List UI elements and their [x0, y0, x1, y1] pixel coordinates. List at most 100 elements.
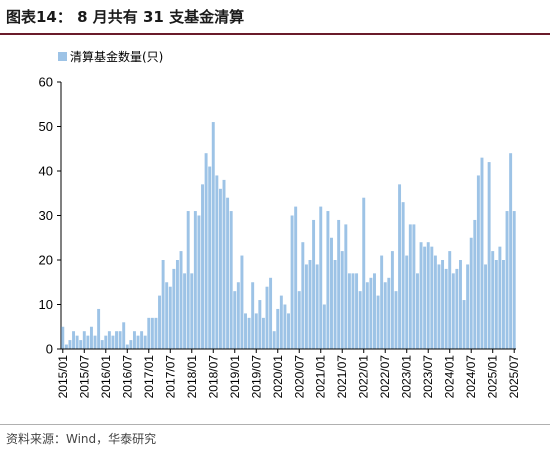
bar [204, 153, 208, 349]
bar [330, 237, 333, 349]
bar [226, 197, 230, 349]
bar [376, 295, 380, 349]
bar [75, 335, 79, 349]
x-tick-label: 2015/01 [56, 355, 70, 399]
bar [401, 202, 405, 349]
bar [451, 273, 455, 349]
bar [333, 260, 337, 349]
bar [455, 268, 459, 349]
bar [480, 157, 484, 349]
x-tick-label: 2024/01 [443, 355, 457, 399]
bar [344, 224, 348, 349]
x-tick-label: 2018/07 [206, 355, 220, 399]
bar [473, 219, 477, 349]
bar [365, 282, 369, 349]
bar [340, 251, 344, 349]
bar [175, 260, 179, 349]
bar [297, 291, 301, 349]
bar [165, 282, 169, 349]
legend-swatch [58, 52, 67, 61]
bar [358, 291, 362, 349]
bar [412, 224, 416, 349]
bar [201, 184, 204, 349]
x-tick-label: 2019/07 [249, 355, 263, 399]
bar [373, 273, 376, 349]
y-tick-label: 20 [39, 253, 53, 268]
bar [251, 282, 255, 349]
source-note: 资料来源：Wind，华泰研究 [6, 432, 157, 446]
bar [89, 326, 93, 349]
bar [308, 260, 312, 349]
bar [269, 277, 273, 349]
x-tick-label: 2017/07 [163, 355, 177, 399]
x-tick-label: 2020/01 [271, 355, 285, 399]
title-rule [0, 33, 550, 35]
bar [244, 313, 247, 349]
bar [86, 335, 90, 349]
bar [322, 304, 326, 349]
bar [168, 286, 172, 349]
bar [211, 122, 215, 349]
bar [347, 273, 351, 349]
y-tick-label: 50 [39, 119, 53, 134]
bar [72, 331, 76, 349]
bar [326, 211, 330, 349]
bar [172, 268, 176, 349]
bar [279, 295, 283, 349]
bar [100, 340, 104, 349]
bar [362, 197, 366, 349]
y-tick-label: 60 [39, 75, 53, 90]
bar [416, 273, 419, 349]
bar [254, 313, 258, 349]
title-bar: 图表14： 8 月共有 31 支基金清算 [0, 0, 550, 35]
bar [304, 264, 308, 349]
bar [97, 308, 101, 349]
bar [459, 260, 462, 349]
bar [179, 251, 183, 349]
bar [491, 251, 495, 349]
bar [337, 219, 341, 349]
x-tick-label: 2020/07 [292, 355, 306, 399]
y-tick-label: 30 [39, 208, 53, 223]
y-tick-label: 40 [39, 164, 53, 179]
bar [125, 344, 129, 349]
y-tick-label: 0 [46, 342, 53, 357]
bar [64, 344, 68, 349]
bar [154, 317, 158, 349]
legend-label: 清算基金数量(只) [70, 49, 163, 64]
x-tick-label: 2016/07 [120, 355, 134, 399]
bar [197, 215, 201, 349]
bar [394, 291, 398, 349]
y-axis: 0 10 20 30 40 50 60 [39, 75, 62, 357]
bottom-rule [0, 424, 550, 425]
bar [462, 300, 466, 349]
bar [276, 308, 280, 349]
bar [437, 264, 441, 349]
bar [107, 331, 111, 349]
bar [351, 273, 355, 349]
bar [405, 255, 409, 349]
bar [190, 273, 194, 349]
x-tick-label: 2022/01 [357, 355, 371, 399]
bar [398, 184, 402, 349]
bar [494, 260, 498, 349]
bar [82, 331, 86, 349]
bar [355, 273, 359, 349]
bar [183, 273, 187, 349]
bar [380, 255, 384, 349]
bar [111, 335, 115, 349]
bar [261, 317, 265, 349]
bar [290, 215, 294, 349]
bar [233, 291, 237, 349]
bar [484, 264, 488, 349]
bar [93, 335, 97, 349]
bar [140, 331, 144, 349]
bar [68, 340, 72, 349]
bar [509, 153, 513, 349]
bar [115, 331, 118, 349]
bar [229, 211, 233, 349]
bar [122, 322, 126, 349]
x-tick-label: 2023/07 [421, 355, 435, 399]
bar [283, 304, 287, 349]
